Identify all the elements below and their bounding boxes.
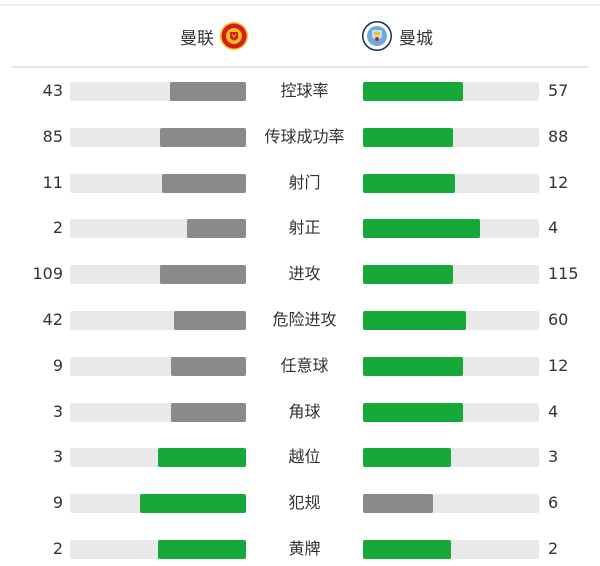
- away-bar-fill: [363, 356, 464, 376]
- home-bar-track: [70, 448, 246, 468]
- away-team: 曼城: [361, 16, 433, 56]
- stat-label: 射门: [288, 172, 321, 192]
- stat-row: 42 危险进攻 60: [0, 310, 600, 330]
- stat-row: 2 射正 4: [0, 218, 600, 239]
- stat-label: 传球成功率: [264, 126, 345, 146]
- away-bar-fill: [363, 402, 464, 422]
- away-bar-track: [363, 448, 539, 468]
- home-value: 9: [52, 355, 63, 375]
- away-value: 12: [548, 172, 569, 192]
- stat-row: 2 黄牌 2: [0, 539, 600, 559]
- home-value: 2: [52, 539, 63, 558]
- home-value: 42: [42, 310, 63, 329]
- home-team: 曼联: [180, 16, 250, 56]
- stat-label: 危险进攻: [272, 310, 337, 329]
- stat-row: 9 任意球 12: [0, 356, 600, 376]
- stat-row: 3 越位 3: [0, 447, 600, 468]
- away-bar-track: [363, 173, 539, 193]
- home-value: 109: [32, 264, 63, 284]
- home-bar-fill: [160, 265, 246, 285]
- home-bar-track: [70, 402, 246, 422]
- away-bar-track: [363, 127, 539, 147]
- stat-label: 黄牌: [288, 539, 321, 558]
- home-value: 3: [52, 447, 63, 467]
- manchester-city-crest-icon: [362, 21, 392, 51]
- header-divider: [12, 66, 588, 68]
- away-bar-track: [363, 540, 539, 559]
- home-bar-track: [70, 127, 246, 147]
- home-bar-fill: [140, 494, 246, 514]
- home-bar-fill: [187, 219, 246, 239]
- away-bar-track: [363, 219, 539, 239]
- away-bar-fill: [363, 219, 481, 239]
- away-bar-fill: [363, 173, 455, 193]
- stat-row: 11 射门 12: [0, 173, 600, 193]
- home-bar-track: [70, 219, 246, 239]
- home-bar-fill: [170, 356, 246, 376]
- away-bar-fill: [363, 82, 464, 101]
- home-bar-fill: [170, 82, 246, 101]
- home-team-name: 曼联: [180, 28, 214, 49]
- away-value: 12: [548, 355, 569, 375]
- away-value: 6: [548, 493, 559, 513]
- home-bar-track: [70, 311, 246, 330]
- away-bar-fill: [363, 311, 467, 330]
- away-bar-fill: [363, 494, 434, 514]
- away-bar-track: [363, 311, 539, 330]
- stat-row: 9 犯规 6: [0, 493, 600, 514]
- stat-label: 任意球: [280, 355, 329, 375]
- away-value: 88: [548, 126, 569, 146]
- home-value: 3: [52, 401, 63, 421]
- home-bar-track: [70, 540, 246, 559]
- home-value: 43: [42, 81, 63, 100]
- away-bar-track: [363, 494, 539, 514]
- away-bar-fill: [363, 540, 451, 559]
- away-value: 57: [548, 81, 569, 100]
- home-bar-track: [70, 494, 246, 514]
- stat-label: 射正: [288, 218, 321, 238]
- stat-label: 犯规: [288, 493, 321, 513]
- away-bar-track: [363, 356, 539, 376]
- away-bar-fill: [363, 265, 454, 285]
- away-bar-track: [363, 402, 539, 422]
- away-bar-fill: [363, 127, 453, 147]
- stat-row: 43 控球率 57: [0, 81, 600, 101]
- away-value: 2: [548, 539, 559, 558]
- away-team-name: 曼城: [399, 28, 433, 49]
- home-bar-fill: [159, 127, 246, 147]
- stat-label: 角球: [288, 401, 321, 421]
- home-bar-fill: [161, 173, 246, 193]
- home-bar-fill: [158, 448, 246, 468]
- home-bar-track: [70, 265, 246, 285]
- home-value: 2: [52, 218, 63, 238]
- home-bar-track: [70, 173, 246, 193]
- home-value: 9: [52, 493, 63, 513]
- stat-row: 3 角球 4: [0, 402, 600, 422]
- away-value: 4: [548, 218, 559, 238]
- match-header: 曼联 曼城: [0, 16, 600, 56]
- away-value: 4: [548, 401, 559, 421]
- manchester-united-crest-icon: [220, 22, 248, 50]
- away-bar-track: [363, 265, 539, 285]
- stat-label: 控球率: [280, 81, 329, 100]
- home-value: 11: [42, 172, 63, 192]
- home-bar-track: [70, 356, 246, 376]
- stat-row: 109 进攻 115: [0, 264, 600, 285]
- home-bar-fill: [158, 540, 246, 559]
- home-bar-track: [70, 82, 246, 101]
- top-divider: [0, 4, 600, 6]
- stat-label: 越位: [288, 447, 321, 467]
- home-bar-fill: [170, 402, 246, 422]
- away-value: 60: [548, 310, 569, 329]
- away-value: 3: [548, 447, 559, 467]
- stat-row: 85 传球成功率 88: [0, 127, 600, 147]
- away-bar-fill: [363, 448, 451, 468]
- home-bar-fill: [173, 311, 246, 330]
- home-value: 85: [42, 126, 63, 146]
- away-bar-track: [363, 82, 539, 101]
- away-value: 115: [548, 264, 579, 284]
- stat-label: 进攻: [288, 264, 321, 284]
